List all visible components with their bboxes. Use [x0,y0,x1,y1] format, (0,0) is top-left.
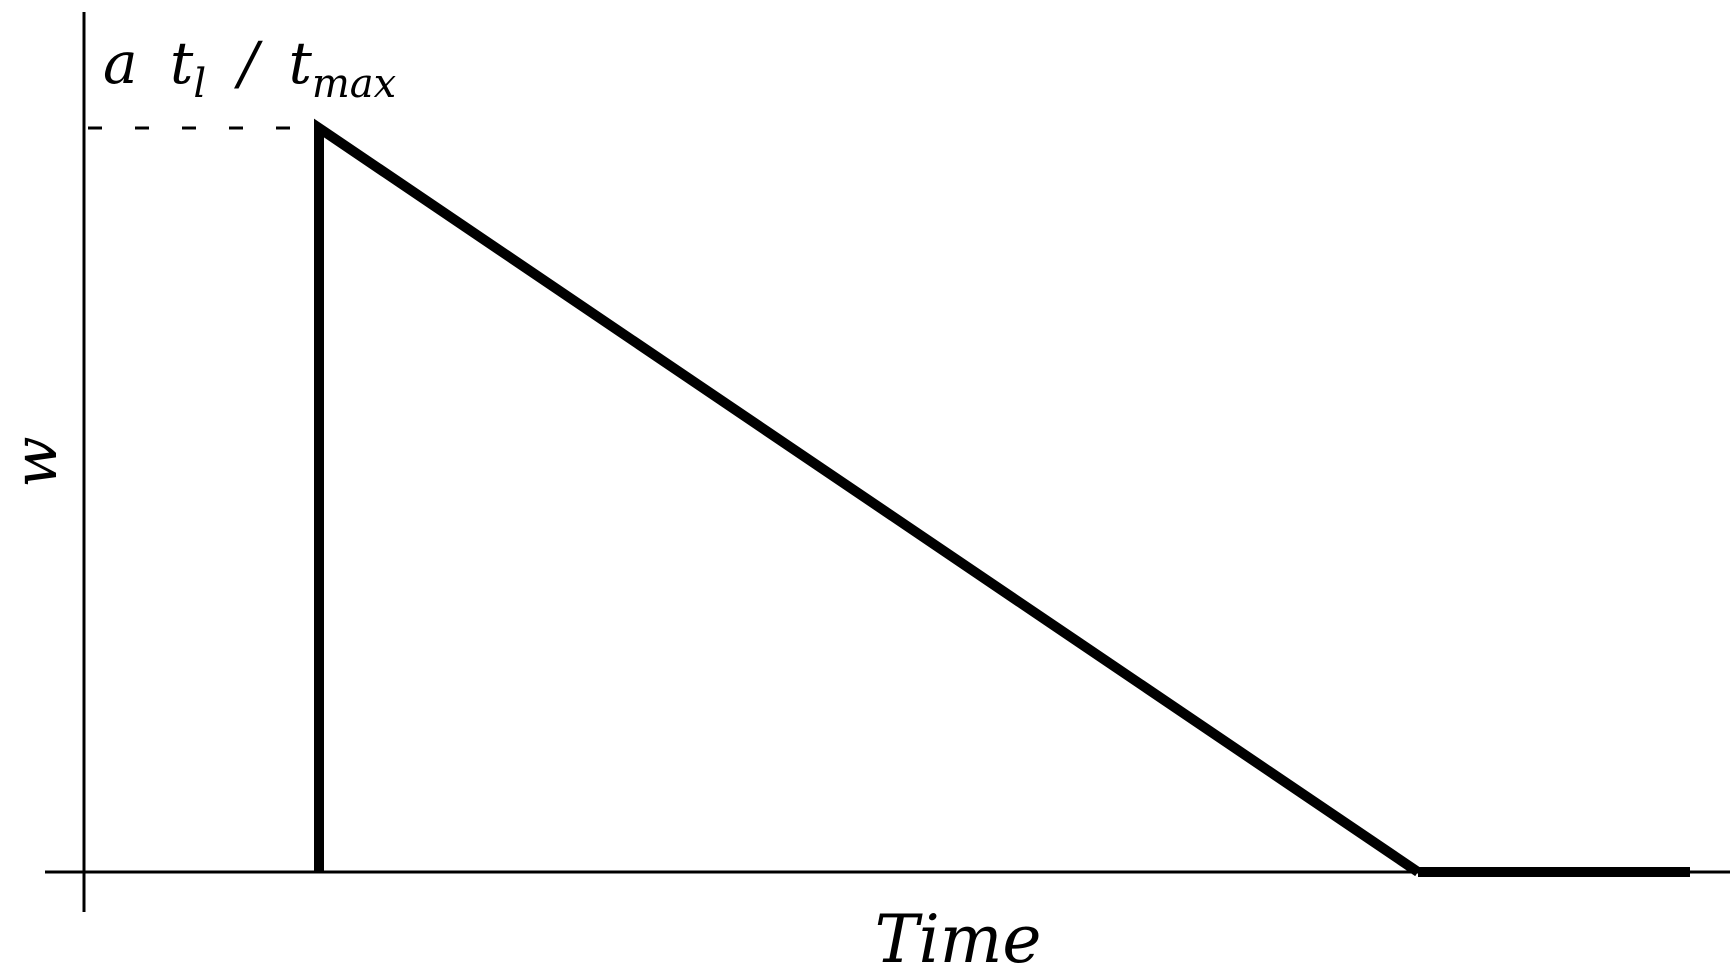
schedule-curve [314,118,1421,877]
peak-label-t1-subscript: l [193,61,206,107]
peak-label-tmax-subscript: max [312,61,396,107]
peak-label-t1: t [170,29,194,97]
peak-label-prefix: a [103,29,138,97]
peak-label: a tl / tmax [103,29,396,111]
peak-label-separator: / [234,29,264,97]
y-axis-label: w [1,436,71,487]
peak-label-tmax: t [289,29,313,97]
x-axis-label: Time [875,901,1042,969]
